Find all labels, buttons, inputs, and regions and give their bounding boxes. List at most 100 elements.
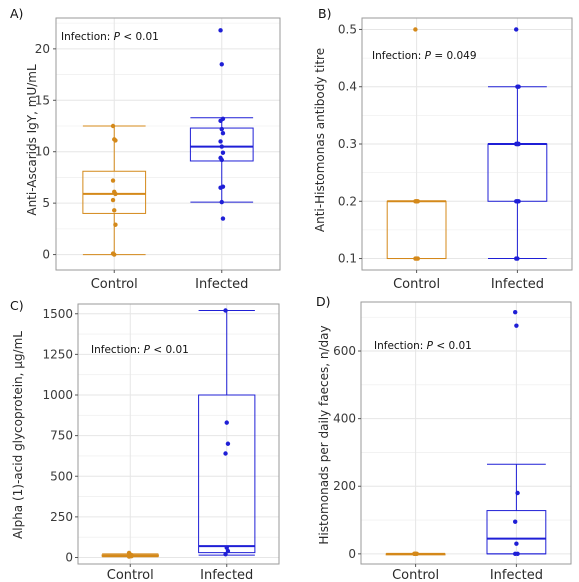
data-point bbox=[220, 216, 226, 221]
data-point bbox=[414, 256, 419, 261]
y-tick-label: 1000 bbox=[42, 388, 73, 402]
data-point bbox=[414, 199, 419, 204]
y-tick-label: 0 bbox=[42, 248, 50, 262]
data-point bbox=[514, 541, 519, 546]
data-point bbox=[513, 309, 518, 315]
data-point bbox=[413, 27, 418, 32]
y-tick-label: 0.4 bbox=[338, 80, 357, 94]
significance-annotation: Infection: P < 0.01 bbox=[91, 344, 189, 356]
data-point bbox=[219, 126, 224, 132]
x-tick-label-control: Control bbox=[91, 277, 138, 292]
y-tick-label: 250 bbox=[50, 510, 73, 524]
panel-label: C) bbox=[10, 298, 24, 313]
chart-panel-c: 0 250 500 750 1000 1250 1500 Control Infected Alp… bbox=[10, 298, 280, 582]
y-tick-label: 0.2 bbox=[338, 194, 357, 208]
plot-frame bbox=[77, 303, 280, 565]
y-tick-label: 15 bbox=[35, 93, 50, 107]
x-tick-label-control: Control bbox=[107, 568, 154, 582]
data-point bbox=[113, 138, 118, 143]
data-point bbox=[220, 131, 226, 136]
data-point bbox=[112, 208, 117, 213]
x-tick-label-infected: Infected bbox=[200, 568, 253, 582]
data-point bbox=[219, 199, 224, 205]
data-point bbox=[110, 178, 116, 183]
data-point bbox=[218, 28, 223, 33]
y-tick-label: 750 bbox=[50, 429, 73, 443]
data-point bbox=[110, 123, 116, 129]
data-point bbox=[514, 323, 519, 328]
data-point bbox=[224, 420, 229, 425]
data-point bbox=[514, 27, 519, 32]
data-point bbox=[516, 141, 521, 147]
box-control bbox=[386, 27, 447, 261]
data-point bbox=[219, 157, 224, 163]
x-tick-label-control: Control bbox=[393, 277, 440, 292]
y-tick-label: 0.3 bbox=[338, 137, 357, 151]
plot-area bbox=[78, 304, 279, 564]
data-point bbox=[112, 252, 117, 257]
y-axis-label: Alpha (1)-acid glycoprotein, µg/mL bbox=[11, 331, 25, 539]
y-tick-label: 1250 bbox=[42, 347, 73, 361]
significance-annotation: Infection: P < 0.01 bbox=[61, 31, 159, 43]
y-tick-label: 1500 bbox=[42, 307, 73, 321]
x-tick-label-control: Control bbox=[392, 568, 439, 582]
panel-label: B) bbox=[318, 6, 331, 21]
iqr-box bbox=[82, 170, 147, 214]
data-point bbox=[413, 551, 418, 557]
data-point bbox=[515, 256, 520, 261]
data-point bbox=[223, 451, 228, 456]
y-tick-label: 0.1 bbox=[338, 252, 357, 266]
box-infected bbox=[487, 27, 548, 261]
y-tick-label: 400 bbox=[333, 412, 356, 426]
data-point bbox=[219, 144, 224, 149]
y-tick-label: 10 bbox=[35, 145, 50, 159]
chart-panel-b: 0.1 0.2 0.3 0.4 0.5 Control Infected Anti-Histo… bbox=[313, 6, 573, 292]
y-tick-label: 5 bbox=[42, 196, 50, 210]
box-control bbox=[82, 123, 147, 257]
data-point bbox=[513, 551, 518, 557]
y-tick-label: 0 bbox=[348, 547, 356, 561]
data-point bbox=[113, 191, 118, 197]
data-point bbox=[113, 222, 118, 227]
y-tick-label: 20 bbox=[35, 42, 50, 56]
data-point bbox=[225, 548, 231, 554]
data-point bbox=[218, 139, 223, 144]
data-point bbox=[513, 519, 518, 524]
data-point bbox=[219, 62, 224, 67]
x-tick-label-infected: Infected bbox=[195, 277, 248, 292]
x-tick-label-infected: Infected bbox=[490, 568, 543, 582]
y-axis-label: Anti-Ascarids IgY, mU/mL bbox=[25, 64, 39, 216]
x-tick-label-infected: Infected bbox=[491, 277, 544, 292]
box-infected bbox=[189, 28, 254, 221]
plot-frame bbox=[55, 17, 281, 271]
data-point bbox=[223, 552, 228, 557]
data-point bbox=[516, 199, 521, 204]
plot-frame bbox=[360, 301, 572, 565]
y-tick-label: 500 bbox=[50, 469, 73, 483]
y-axis-label: Anti-Histomonas antibody titre bbox=[313, 48, 327, 232]
y-tick-label: 600 bbox=[333, 344, 356, 358]
significance-annotation: Infection: P = 0.049 bbox=[372, 50, 477, 62]
chart-panel-d: 0 200 400 600 Control Infected Histomonads per… bbox=[316, 294, 572, 582]
y-tick-label: 0 bbox=[65, 551, 73, 565]
panel-label: D) bbox=[316, 294, 331, 309]
data-point bbox=[126, 554, 132, 559]
y-axis-label: Histomonads per daily faeces, n/day bbox=[317, 325, 331, 544]
box-control bbox=[385, 551, 446, 557]
data-point bbox=[515, 490, 520, 496]
panel-label: A) bbox=[10, 6, 23, 21]
data-point bbox=[218, 118, 223, 124]
plot-area bbox=[56, 18, 280, 270]
significance-annotation: Infection: P < 0.01 bbox=[374, 340, 472, 352]
data-point bbox=[110, 197, 116, 203]
box-control bbox=[101, 550, 159, 559]
data-point bbox=[225, 441, 231, 446]
data-point bbox=[218, 185, 223, 190]
y-tick-label: 200 bbox=[333, 479, 356, 493]
data-point bbox=[223, 308, 228, 313]
data-point bbox=[516, 84, 521, 89]
y-tick-label: 0.5 bbox=[338, 22, 357, 36]
box-infected bbox=[486, 309, 547, 557]
box-infected bbox=[198, 308, 256, 557]
